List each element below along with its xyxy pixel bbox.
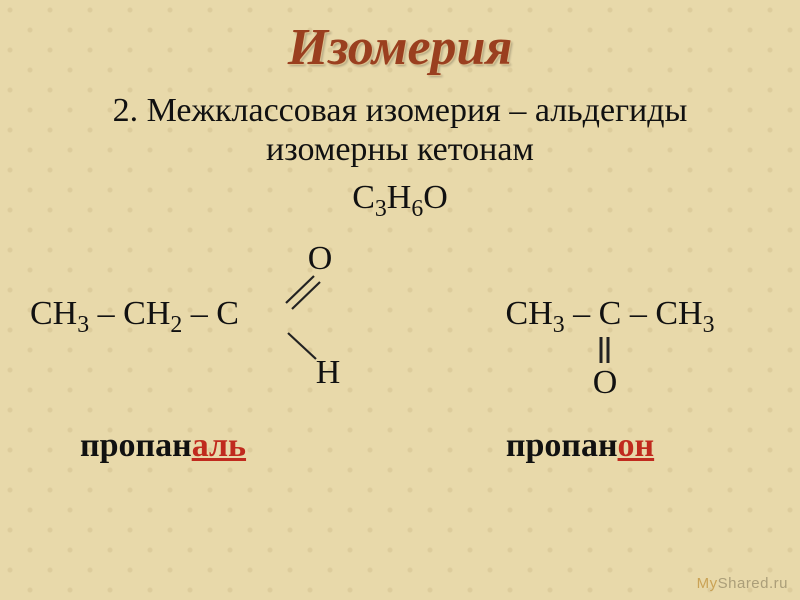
ketone-chain: CH3 – C – CH3 <box>460 295 760 339</box>
slide-content: Изомерия 2. Межклассовая изомерия – альд… <box>0 0 800 600</box>
formula-c: C <box>352 179 375 216</box>
aldehyde-h-atom: H <box>316 354 341 391</box>
names-row: пропаналь пропанон <box>30 427 770 465</box>
molecular-formula: C3H6O <box>30 179 770 223</box>
aldehyde-structure: O CH3 – CH2 – C H <box>30 231 390 401</box>
subtitle-line-1: 2. Межклассовая изомерия – альдегиды <box>113 92 688 129</box>
aldehyde-ch-bond <box>288 333 316 359</box>
ketone-o-atom: O <box>593 364 618 401</box>
watermark: MyShared.ru <box>697 575 788 592</box>
formula-6: 6 <box>411 196 423 222</box>
subtitle: 2. Межклассовая изомерия – альдегиды изо… <box>30 91 770 169</box>
formula-o: O <box>423 179 448 216</box>
ketone-name: пропанон <box>410 427 750 465</box>
ketone-name-stem: пропан <box>506 427 618 464</box>
ketone-diagram: CH3 – C – CH3 O <box>430 231 770 401</box>
watermark-rest: Shared.ru <box>718 575 788 592</box>
aldehyde-chain: CH3 – CH2 – C <box>30 295 300 339</box>
aldehyde-diagram: O CH3 – CH2 – C H <box>30 231 390 401</box>
structures-row: O CH3 – CH2 – C H <box>30 231 770 401</box>
formula-3a: 3 <box>375 196 387 222</box>
formula-h: H <box>387 179 412 216</box>
watermark-prefix: My <box>697 575 718 592</box>
ketone-structure: CH3 – C – CH3 O <box>430 231 770 401</box>
ketone-name-suffix: он <box>618 427 655 464</box>
aldehyde-name-suffix: аль <box>192 427 246 464</box>
aldehyde-name-stem: пропан <box>80 427 192 464</box>
aldehyde-o-atom: O <box>308 240 333 277</box>
aldehyde-name: пропаналь <box>50 427 410 465</box>
slide-title: Изомерия <box>30 18 770 77</box>
subtitle-line-2: изомерны кетонам <box>266 131 534 168</box>
